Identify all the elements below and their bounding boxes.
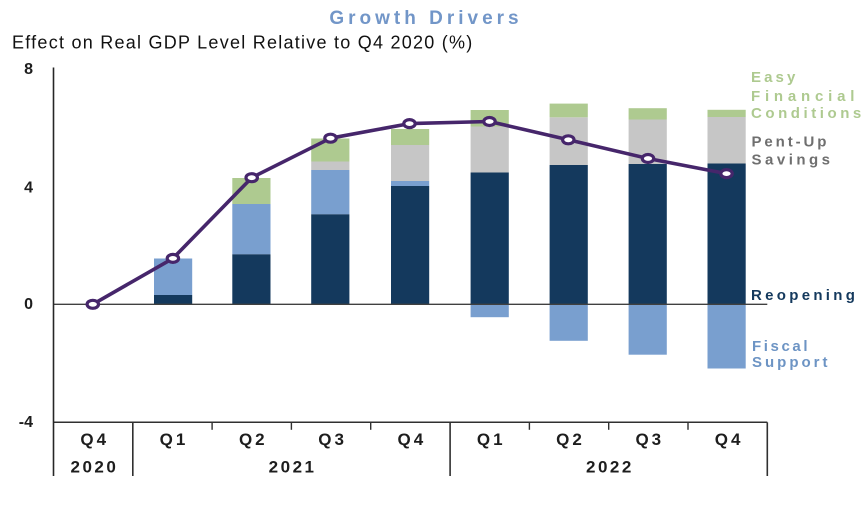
svg-text:Financial: Financial	[751, 88, 859, 105]
svg-text:Q4: Q4	[398, 430, 427, 449]
svg-text:8: 8	[24, 61, 33, 78]
svg-text:Effect on Real GDP Level Relat: Effect on Real GDP Level Relative to Q4 …	[12, 33, 474, 53]
svg-text:Q3: Q3	[635, 430, 664, 449]
svg-text:2021: 2021	[269, 458, 317, 477]
svg-text:0: 0	[24, 296, 33, 313]
svg-text:Pent-Up: Pent-Up	[752, 133, 830, 150]
svg-text:Q3: Q3	[318, 430, 347, 449]
svg-text:Reopening: Reopening	[751, 287, 858, 304]
svg-text:Q1: Q1	[477, 430, 506, 449]
svg-text:-4: -4	[19, 414, 33, 431]
svg-text:2020: 2020	[70, 458, 118, 477]
svg-text:Q1: Q1	[160, 430, 189, 449]
svg-text:Q2: Q2	[556, 430, 585, 449]
svg-text:Savings: Savings	[752, 151, 834, 168]
svg-text:4: 4	[24, 179, 33, 196]
svg-text:Q2: Q2	[239, 430, 268, 449]
svg-text:2022: 2022	[586, 458, 634, 477]
svg-text:Q4: Q4	[715, 430, 744, 449]
svg-text:Easy: Easy	[751, 69, 798, 86]
svg-text:Q4: Q4	[80, 430, 109, 449]
svg-text:Support: Support	[752, 354, 831, 371]
svg-text:Fiscal: Fiscal	[752, 338, 810, 355]
svg-text:Conditions: Conditions	[751, 105, 865, 122]
svg-text:Growth Drivers: Growth Drivers	[329, 8, 522, 29]
